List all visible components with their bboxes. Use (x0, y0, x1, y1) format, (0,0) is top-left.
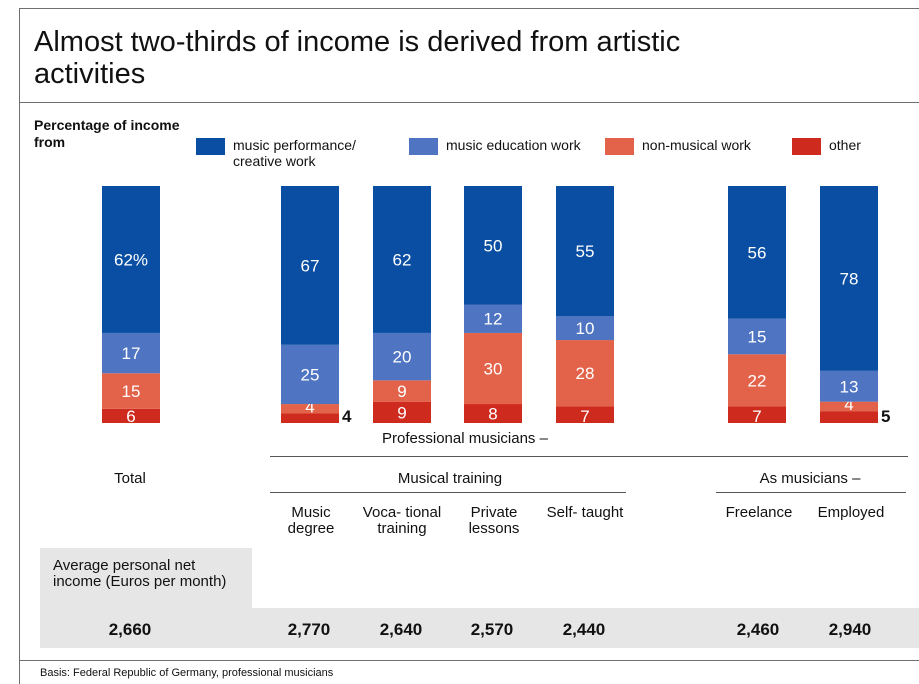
label-voca-tional-training-non-musical-work: 9 (397, 382, 406, 401)
bar-self-taught-music-performance-creative-work (556, 186, 614, 317)
category-label-employed: Employed (817, 504, 885, 521)
bar-music-degree-music-education-work (281, 344, 339, 405)
income-value-self-taught: 2,440 (562, 620, 606, 639)
legend-swatch-non-musical (605, 138, 634, 155)
category-label-self-taught: Self- taught (546, 504, 624, 521)
label-self-taught-music-education-work: 10 (576, 319, 595, 338)
footnote: Basis: Federal Republic of Germany, prof… (40, 667, 334, 679)
left-border (19, 8, 20, 684)
bar-self-taught-other (556, 406, 614, 423)
income-label-background (40, 548, 252, 608)
label-freelance-other: 7 (752, 407, 761, 426)
bar-music-degree-non-musical-work (281, 404, 339, 414)
category-label-vocational-training: Voca- tional training (362, 504, 442, 537)
label-employed-music-performance-creative-work: 78 (840, 269, 859, 288)
bar-self-taught-non-musical-work (556, 340, 614, 407)
label-employed-non-musical-work: 4 (844, 395, 853, 414)
as-musicians-rule (716, 492, 906, 493)
label-private-lessons-other: 8 (488, 405, 497, 424)
label-employed-music-education-work: 13 (840, 377, 859, 396)
category-label-private-lessons: Private lessons (468, 504, 520, 537)
bar-music-degree-music-performance-creative-work (281, 186, 339, 345)
label-voca-tional-training-other: 9 (397, 403, 406, 422)
bar-total-music-education-work (102, 332, 160, 374)
as-musicians-label: As musicians – (759, 470, 861, 487)
label-total-other: 6 (126, 407, 135, 426)
income-value-private-lessons: 2,570 (470, 620, 514, 639)
bar-self-taught-music-education-work (556, 316, 614, 341)
chart-title: Almost two-thirds of income is derived f… (34, 26, 681, 90)
label-self-taught-non-musical-work: 28 (576, 364, 595, 383)
label-freelance-non-musical-work: 22 (748, 371, 767, 390)
bar-employed-non-musical-work (820, 401, 878, 412)
income-value-employed: 2,940 (828, 620, 872, 639)
bar-voca-tional-training-music-education-work (373, 332, 431, 381)
professional-rule (270, 456, 908, 457)
legend-label-other: other (829, 137, 861, 153)
bar-employed-music-performance-creative-work (820, 186, 878, 371)
bar-private-lessons-non-musical-work (464, 332, 522, 405)
bar-freelance-music-performance-creative-work (728, 186, 786, 319)
bar-private-lessons-music-education-work (464, 304, 522, 333)
label-freelance-music-performance-creative-work: 56 (748, 243, 767, 262)
legend-swatch-other (792, 138, 821, 155)
income-value-music-degree: 2,770 (287, 620, 331, 639)
bar-freelance-music-education-work (728, 318, 786, 355)
category-label-music-degree: Music degree (287, 504, 335, 537)
legend-label-education: music education work (446, 137, 581, 153)
label-private-lessons-music-education-work: 12 (484, 310, 503, 329)
label-music-degree-music-performance-creative-work: 67 (301, 256, 320, 275)
income-row-background (40, 608, 919, 648)
bar-freelance-non-musical-work (728, 354, 786, 407)
bar-total-non-musical-work (102, 373, 160, 409)
category-label-freelance: Freelance (725, 504, 793, 521)
label-total-music-performance-creative-work: 62% (114, 250, 148, 269)
bar-private-lessons-other (464, 404, 522, 423)
label-self-taught-music-performance-creative-work: 55 (576, 242, 595, 261)
label-private-lessons-music-performance-creative-work: 50 (484, 236, 503, 255)
label-freelance-music-education-work: 15 (748, 327, 767, 346)
legend-swatch-performance (196, 138, 225, 155)
title-divider (19, 102, 919, 103)
income-value-vocational-training: 2,640 (379, 620, 423, 639)
top-border (19, 8, 919, 9)
legend-label-non-musical: non-musical work (642, 137, 751, 153)
bar-total-other (102, 408, 160, 423)
bar-voca-tional-training-music-performance-creative-work (373, 186, 431, 333)
label-voca-tional-training-music-performance-creative-work: 62 (393, 250, 412, 269)
bar-employed-music-education-work (820, 370, 878, 402)
y-axis-caption: Percentage of income from (34, 117, 180, 150)
bar-voca-tional-training-other (373, 401, 431, 423)
bar-freelance-other (728, 406, 786, 423)
label-employed-other: 5 (881, 407, 890, 426)
legend-swatch-education (409, 138, 438, 155)
income-label: Average personal net income (Euros per m… (53, 557, 227, 590)
stacked-bar-chart: 6 15 17 62% 4 4 25 67 9 9 20 62 8 30 12 50 7 28 10 55 7 22 15 5… (102, 186, 890, 426)
income-value-freelance: 2,460 (736, 620, 780, 639)
bar-music-degree-other (281, 413, 339, 423)
musical-training-label: Musical training (397, 470, 503, 487)
professional-musicians-label: Professional musicians – (382, 430, 548, 447)
footer-divider (19, 660, 919, 661)
label-private-lessons-non-musical-work: 30 (484, 359, 503, 378)
label-total-music-education-work: 17 (122, 344, 141, 363)
bar-total-music-performance-creative-work (102, 186, 160, 333)
bar-employed-other (820, 411, 878, 423)
label-voca-tional-training-music-education-work: 20 (393, 348, 412, 367)
total-label: Total (114, 470, 146, 487)
income-value-total: 2,660 (108, 620, 152, 639)
bar-private-lessons-music-performance-creative-work (464, 186, 522, 305)
legend-label-performance: music performance/ creative work (233, 137, 356, 169)
label-self-taught-other: 7 (580, 407, 589, 426)
label-total-non-musical-work: 15 (122, 382, 141, 401)
label-music-degree-non-musical-work: 4 (305, 398, 314, 417)
label-music-degree-other: 4 (342, 407, 352, 426)
musical-training-rule (270, 492, 626, 493)
label-music-degree-music-education-work: 25 (301, 365, 320, 384)
bar-voca-tional-training-non-musical-work (373, 380, 431, 402)
